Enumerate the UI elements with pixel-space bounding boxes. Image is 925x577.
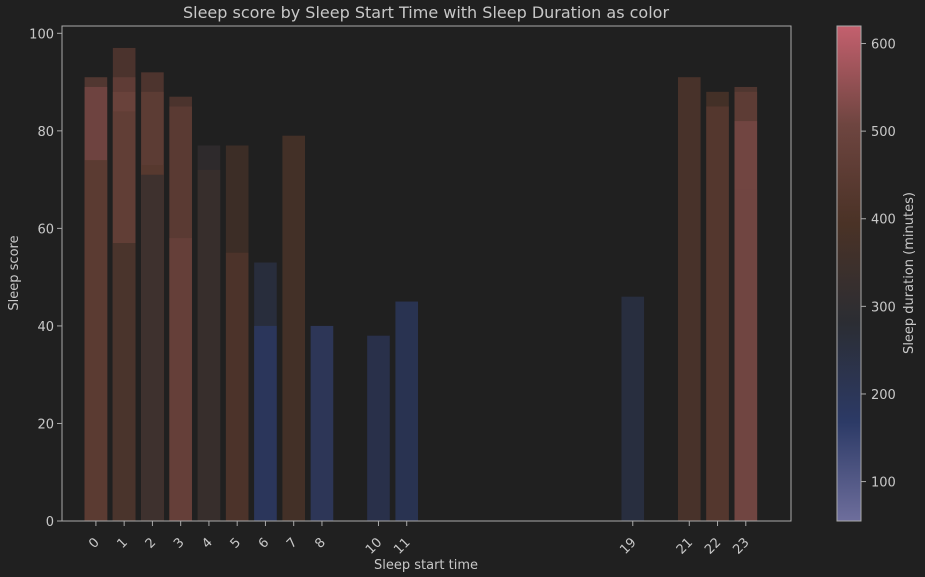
x-tick-label: 1	[115, 535, 131, 551]
bar	[197, 169, 221, 521]
colorbar-tick-label: 200	[871, 388, 896, 403]
bar	[734, 189, 758, 521]
colorbar-axis: 100 200 300 400 500 600	[861, 38, 896, 491]
x-tick-label: 4	[199, 535, 215, 551]
y-tick-label: 60	[37, 222, 54, 237]
bar	[677, 77, 701, 522]
x-axis: 0 1 2 3 4 5 6 7 8 10 11 19 21 22 23	[86, 521, 753, 558]
colorbar-tick-label: 300	[871, 300, 896, 315]
chart-title: Sleep score by Sleep Start Time with Sle…	[183, 3, 669, 22]
colorbar-tick-label: 500	[871, 125, 896, 140]
x-tick-label: 8	[312, 535, 328, 551]
x-tick-label: 7	[284, 535, 300, 551]
colorbar	[836, 25, 862, 522]
bar	[112, 243, 136, 521]
x-tick-label: 5	[228, 535, 244, 551]
colorbar-tick-label: 600	[871, 38, 896, 53]
colorbar-label: Sleep duration (minutes)	[902, 192, 917, 354]
y-axis-label: Sleep score	[7, 235, 22, 310]
bar	[254, 325, 277, 521]
y-axis: 0 20 40 60 80 100	[29, 27, 62, 530]
x-tick-label: 0	[86, 535, 102, 551]
bar	[282, 135, 305, 522]
bar	[310, 325, 334, 521]
y-tick-label: 0	[46, 515, 54, 530]
bar	[225, 252, 249, 521]
y-tick-label: 40	[37, 320, 54, 335]
y-tick-label: 80	[37, 125, 54, 140]
x-tick-label: 21	[674, 535, 696, 557]
bar	[706, 106, 729, 521]
x-axis-label: Sleep start time	[374, 558, 478, 573]
bar	[395, 301, 419, 521]
x-tick-label: 19	[617, 535, 639, 557]
colorbar-tick-label: 400	[871, 213, 896, 228]
bar	[141, 174, 164, 522]
bar	[621, 296, 645, 521]
x-tick-label: 3	[171, 535, 187, 551]
bars-group	[84, 47, 758, 522]
x-tick-label: 22	[702, 535, 724, 557]
bar	[169, 238, 192, 521]
colorbar-tick-label: 100	[871, 476, 896, 491]
x-tick-label: 10	[363, 535, 385, 557]
x-tick-label: 2	[143, 535, 159, 551]
y-tick-label: 20	[37, 417, 54, 432]
x-tick-label: 23	[730, 535, 752, 557]
plot-frame	[61, 25, 792, 522]
x-tick-label: 11	[391, 535, 413, 557]
bar	[367, 335, 390, 521]
bar	[84, 160, 108, 522]
x-tick-label: 6	[256, 535, 272, 551]
y-tick-label: 100	[29, 27, 54, 42]
